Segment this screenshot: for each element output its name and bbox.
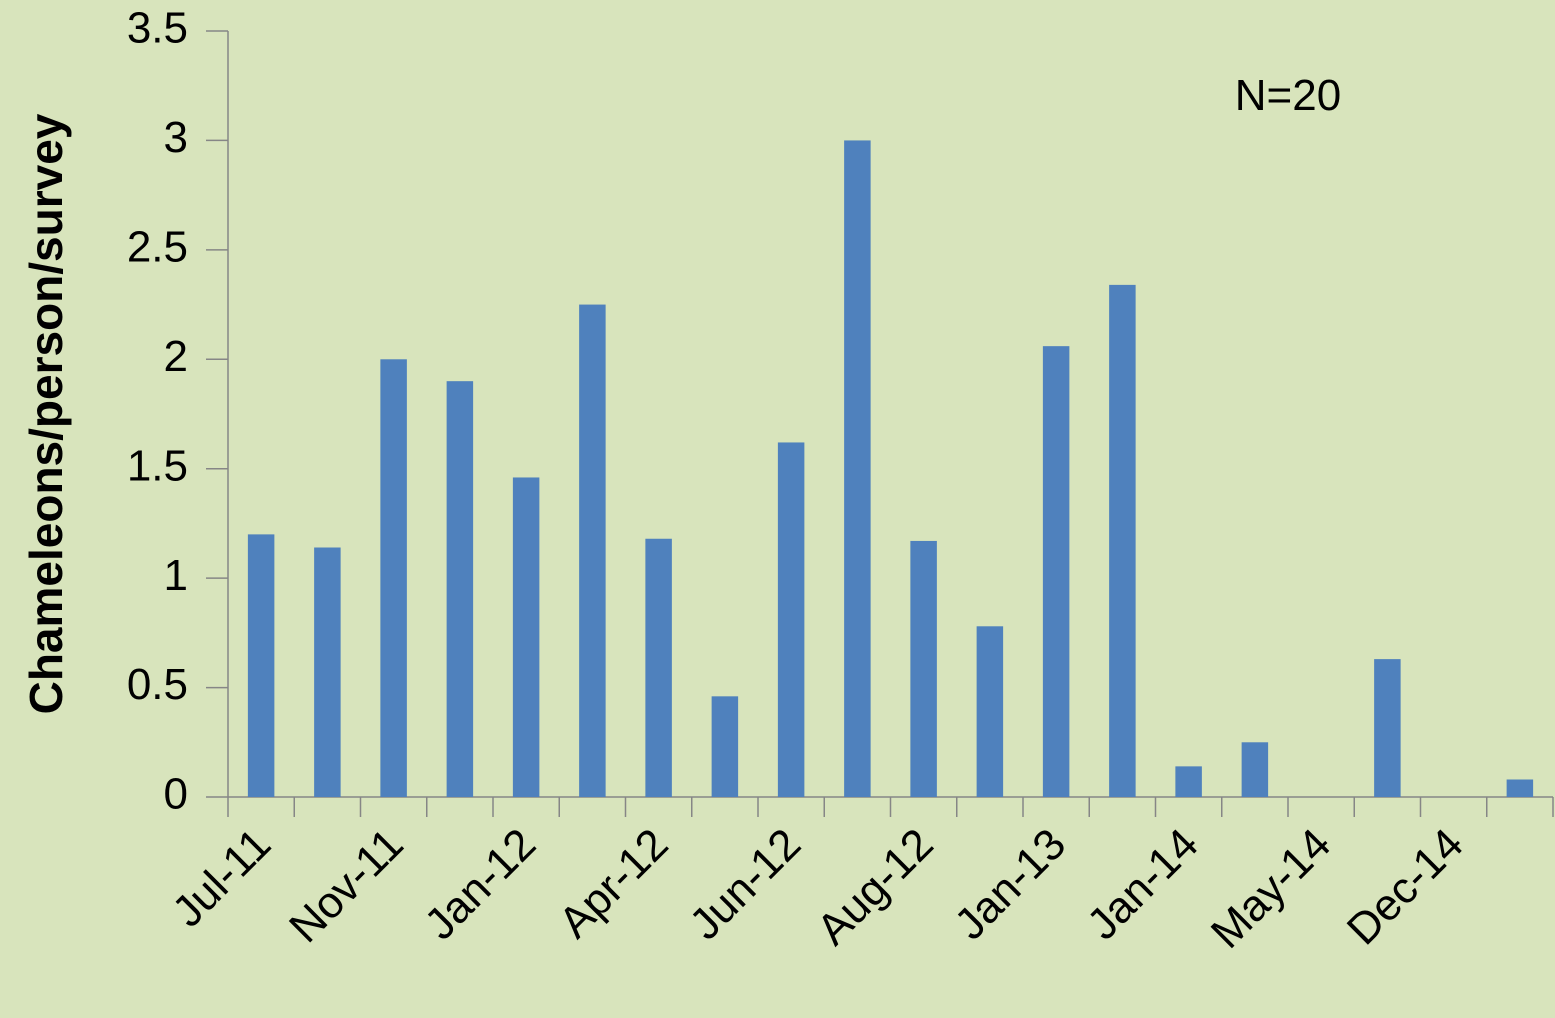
bar	[446, 381, 474, 797]
y-tick-label: 2	[164, 332, 188, 381]
bar	[910, 540, 937, 797]
bar	[645, 538, 672, 797]
y-tick-label: 1	[164, 551, 188, 600]
bar	[380, 359, 407, 797]
bar	[314, 547, 341, 797]
y-tick-label: 3	[164, 113, 188, 162]
bar	[579, 304, 606, 797]
bar	[976, 626, 1004, 797]
bar	[844, 140, 871, 797]
y-axis-label: Chameleons/person/survey	[20, 113, 72, 714]
bar	[1175, 766, 1202, 797]
y-tick-label: 0.5	[127, 660, 188, 709]
bar	[711, 696, 739, 797]
bar	[1374, 659, 1401, 797]
y-tick-label: 0	[164, 770, 188, 819]
y-tick-label: 1.5	[127, 441, 188, 490]
bar	[1109, 284, 1136, 798]
annotation: N=20	[1235, 71, 1341, 120]
bar	[1042, 346, 1070, 797]
bar	[777, 442, 805, 797]
y-tick-label: 3.5	[127, 4, 188, 53]
bar	[1241, 742, 1269, 797]
y-tick-label: 2.5	[127, 222, 188, 271]
bar	[512, 477, 540, 797]
bar	[1506, 779, 1534, 797]
bar	[247, 534, 275, 797]
